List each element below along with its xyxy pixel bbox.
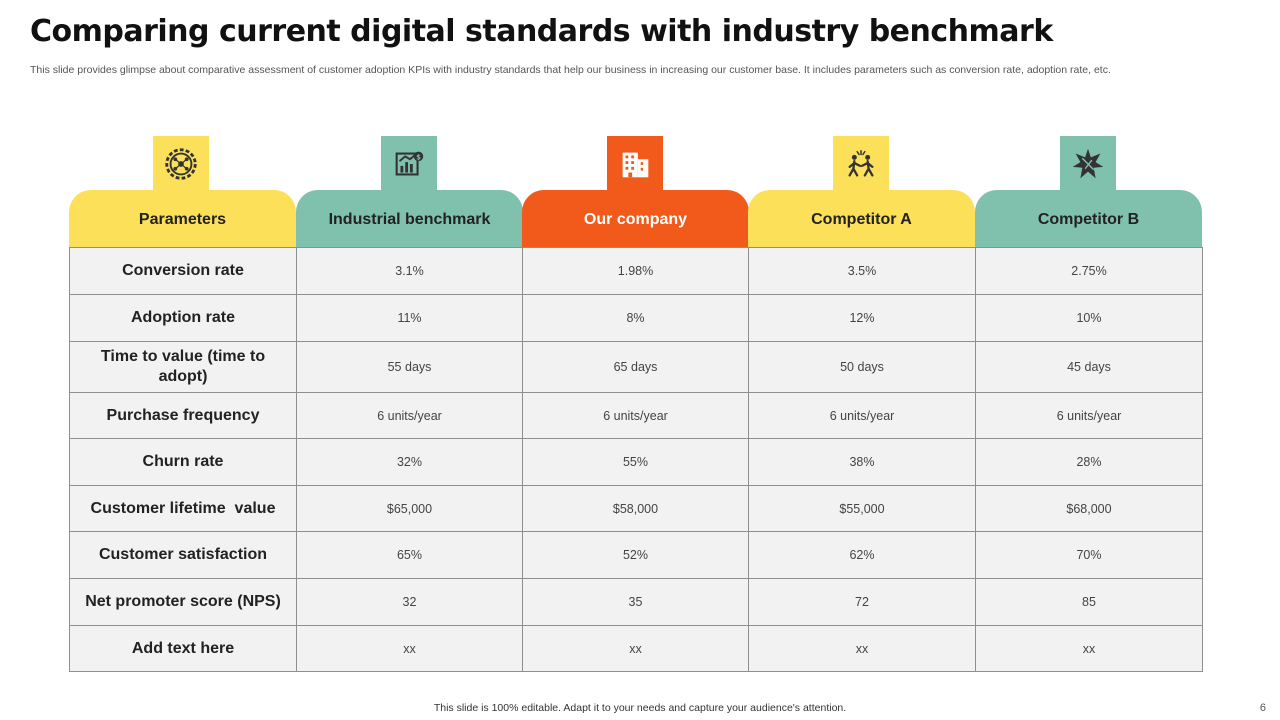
cell-competitor-b: xx [975, 625, 1203, 672]
gear-network-icon [153, 136, 209, 192]
burst-star-icon [1060, 136, 1116, 192]
row-parameter: Customer lifetime value [69, 485, 297, 532]
table-row: Add text here xx xx xx xx [69, 625, 1203, 672]
cell-industrial-benchmark: xx [296, 625, 523, 672]
cell-competitor-b: $68,000 [975, 485, 1203, 532]
cell-industrial-benchmark: 11% [296, 294, 523, 342]
cell-competitor-b: 28% [975, 438, 1203, 486]
cell-our-company: 6 units/year [522, 392, 749, 439]
table-row: Conversion rate 3.1% 1.98% 3.5% 2.75% [69, 247, 1203, 295]
row-parameter: Churn rate [69, 438, 297, 486]
cell-competitor-a: 62% [748, 531, 976, 579]
cell-competitor-b: 85 [975, 578, 1203, 626]
table-row: Customer lifetime value $65,000 $58,000 … [69, 485, 1203, 532]
table-row: Adoption rate 11% 8% 12% 10% [69, 294, 1203, 342]
column-header-competitor-b: Competitor B [975, 190, 1202, 247]
chart-analytics-icon: $ [381, 136, 437, 192]
row-parameter: Net promoter score (NPS) [69, 578, 297, 626]
cell-competitor-b: 45 days [975, 341, 1203, 393]
cell-competitor-b: 70% [975, 531, 1203, 579]
column-header-our-company: Our company [522, 190, 749, 247]
cell-our-company: 1.98% [522, 247, 749, 295]
row-parameter: Conversion rate [69, 247, 297, 295]
page-subtitle: This slide provides glimpse about compar… [30, 64, 1111, 76]
cell-competitor-a: xx [748, 625, 976, 672]
cell-competitor-b: 6 units/year [975, 392, 1203, 439]
cell-industrial-benchmark: 55 days [296, 341, 523, 393]
cell-our-company: 65 days [522, 341, 749, 393]
page-number: 6 [1259, 702, 1266, 714]
cell-competitor-b: 2.75% [975, 247, 1203, 295]
cell-industrial-benchmark: 32 [296, 578, 523, 626]
cell-industrial-benchmark: 3.1% [296, 247, 523, 295]
cell-competitor-a: $55,000 [748, 485, 976, 532]
cell-our-company: 55% [522, 438, 749, 486]
column-header-parameters: Parameters [69, 190, 296, 247]
row-parameter: Time to value (time to adopt) [69, 341, 297, 393]
cell-competitor-b: 10% [975, 294, 1203, 342]
table-row: Purchase frequency 6 units/year 6 units/… [69, 392, 1203, 439]
cell-competitor-a: 38% [748, 438, 976, 486]
cell-competitor-a: 12% [748, 294, 976, 342]
table-row: Customer satisfaction 65% 52% 62% 70% [69, 531, 1203, 579]
cell-industrial-benchmark: $65,000 [296, 485, 523, 532]
cell-competitor-a: 72 [748, 578, 976, 626]
comparison-table: Conversion rate 3.1% 1.98% 3.5% 2.75% Ad… [69, 247, 1203, 672]
cell-our-company: $58,000 [522, 485, 749, 532]
table-row: Churn rate 32% 55% 38% 28% [69, 438, 1203, 486]
cell-industrial-benchmark: 32% [296, 438, 523, 486]
cell-industrial-benchmark: 65% [296, 531, 523, 579]
svg-text:$: $ [416, 153, 421, 161]
cell-our-company: 35 [522, 578, 749, 626]
cell-competitor-a: 6 units/year [748, 392, 976, 439]
cell-industrial-benchmark: 6 units/year [296, 392, 523, 439]
column-header-industrial-benchmark: Industrial benchmark [296, 190, 523, 247]
table-row: Time to value (time to adopt) 55 days 65… [69, 341, 1203, 393]
cell-our-company: 8% [522, 294, 749, 342]
cell-competitor-a: 50 days [748, 341, 976, 393]
row-parameter: Purchase frequency [69, 392, 297, 439]
table-row: Net promoter score (NPS) 32 35 72 85 [69, 578, 1203, 626]
column-header-competitor-a: Competitor A [748, 190, 975, 247]
cell-competitor-a: 3.5% [748, 247, 976, 295]
row-parameter: Add text here [69, 625, 297, 672]
row-parameter: Customer satisfaction [69, 531, 297, 579]
competition-people-icon [833, 136, 889, 192]
office-building-icon [607, 136, 663, 192]
page-title: Comparing current digital standards with… [30, 14, 1053, 49]
row-parameter: Adoption rate [69, 294, 297, 342]
cell-our-company: 52% [522, 531, 749, 579]
footer-note: This slide is 100% editable. Adapt it to… [433, 702, 847, 714]
cell-our-company: xx [522, 625, 749, 672]
